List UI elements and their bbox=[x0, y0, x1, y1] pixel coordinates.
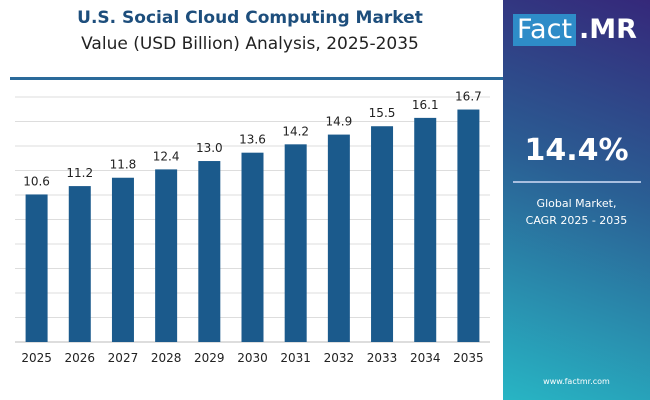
x-tick-label: 2026 bbox=[64, 351, 95, 365]
bar-2033 bbox=[371, 126, 394, 342]
x-tick-label: 2034 bbox=[410, 351, 441, 365]
data-label: 15.5 bbox=[369, 106, 396, 120]
side-panel: Fact .MR 14.4% Global Market, CAGR 2025 - … bbox=[503, 0, 650, 400]
x-tick-label: 2031 bbox=[280, 351, 311, 365]
data-label: 16.1 bbox=[412, 98, 439, 112]
bar-chart: 10.6 2025 11.2 2026 11.8 2027 12.4 2028 13.0 2029… bbox=[15, 90, 490, 365]
bar-2026 bbox=[68, 186, 91, 342]
data-label: 12.4 bbox=[153, 149, 180, 163]
x-tick-label: 2030 bbox=[237, 351, 268, 365]
x-tick-label: 2035 bbox=[453, 351, 484, 365]
x-tick-label: 2033 bbox=[367, 351, 398, 365]
x-tick-label: 2027 bbox=[108, 351, 139, 365]
factmr-logo: Fact .MR bbox=[513, 14, 640, 46]
cagr-label: Global Market, CAGR 2025 - 2035 bbox=[525, 197, 628, 227]
bar-2031 bbox=[284, 144, 307, 342]
data-label: 13.0 bbox=[196, 141, 223, 155]
data-label: 16.7 bbox=[455, 90, 482, 104]
data-label: 14.9 bbox=[326, 115, 353, 129]
bar-2032 bbox=[327, 134, 350, 342]
x-tick-label: 2025 bbox=[21, 351, 52, 365]
chart-subtitle: Value (USD Billion) Analysis, 2025-2035 bbox=[81, 34, 419, 54]
title-divider bbox=[10, 77, 503, 80]
data-label: 11.8 bbox=[110, 158, 137, 172]
data-label: 10.6 bbox=[23, 174, 50, 188]
data-label: 11.2 bbox=[66, 166, 93, 180]
data-label: 14.2 bbox=[282, 124, 309, 138]
panel-divider bbox=[513, 181, 641, 183]
x-tick-label: 2028 bbox=[151, 351, 182, 365]
chart-title: U.S. Social Cloud Computing Market bbox=[77, 8, 423, 28]
bar-2034 bbox=[414, 117, 437, 343]
bar-2027 bbox=[111, 177, 134, 342]
bar-2029 bbox=[198, 161, 221, 342]
bar-2025 bbox=[25, 194, 48, 342]
website-link[interactable]: www.factmr.com bbox=[543, 377, 610, 386]
bar-2028 bbox=[155, 169, 178, 342]
cagr-value: 14.4% bbox=[524, 133, 629, 168]
data-label: 13.6 bbox=[239, 133, 266, 147]
x-tick-label: 2029 bbox=[194, 351, 225, 365]
bar-2030 bbox=[241, 152, 264, 342]
bar-2035 bbox=[457, 109, 480, 342]
x-tick-label: 2032 bbox=[324, 351, 355, 365]
